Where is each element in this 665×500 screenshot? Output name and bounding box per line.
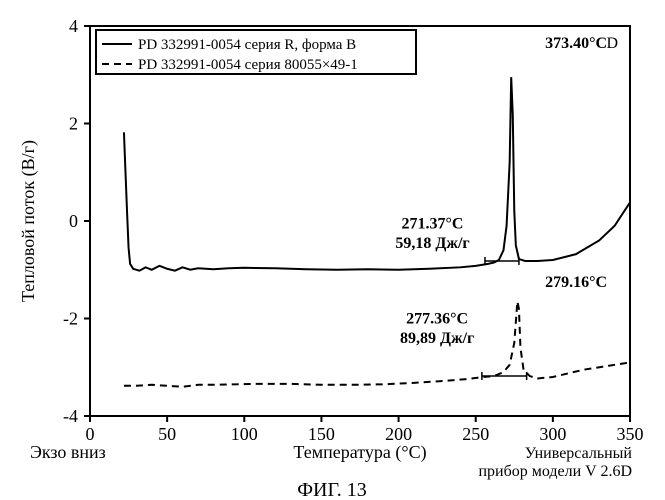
annotation: ФИГ. 13 [297, 479, 367, 500]
peak-label: 277.36°C [406, 310, 468, 327]
peak-label: 373.40°C [545, 35, 607, 52]
annotation: прибор модели V 2.6D [478, 463, 632, 480]
peak-label: 59,18 Дж/г [395, 235, 469, 252]
dsc-chart: 0 50 100 150 200 250 300 350 -4 -2 0 2 4 Температура … [0, 0, 665, 500]
svg-text:250: 250 [462, 424, 489, 444]
svg-text:D: D [606, 35, 618, 52]
annotation: Экзо вниз [30, 442, 106, 462]
legend: PD 332991-0054 серия R, форма B PD 332991… [96, 30, 416, 74]
svg-text:Температура (°C): Температура (°C) [293, 442, 426, 463]
svg-text:200: 200 [385, 424, 412, 444]
svg-text:0: 0 [86, 424, 95, 444]
svg-text:4: 4 [69, 16, 78, 36]
svg-text:350: 350 [617, 424, 644, 444]
peak-label: 271.37°C [402, 215, 464, 232]
svg-text:300: 300 [539, 424, 566, 444]
svg-text:100: 100 [231, 424, 258, 444]
peak-label: 279.16°C [545, 274, 607, 291]
svg-text:150: 150 [308, 424, 335, 444]
svg-text:-4: -4 [63, 406, 78, 426]
peak-label: 89,89 Дж/г [400, 330, 474, 347]
svg-text:2: 2 [69, 114, 78, 134]
svg-text:-2: -2 [63, 309, 78, 329]
svg-text:PD 332991-0054 серия R, форма: PD 332991-0054 серия R, форма B [138, 37, 356, 53]
svg-text:50: 50 [158, 424, 176, 444]
svg-text:Тепловой поток (В/г): Тепловой поток (В/г) [18, 140, 39, 302]
annotation: Универсальный [525, 445, 633, 462]
svg-text:PD 332991-0054 серия 80055×49-: PD 332991-0054 серия 80055×49-1 [138, 57, 358, 73]
svg-text:0: 0 [69, 211, 78, 231]
